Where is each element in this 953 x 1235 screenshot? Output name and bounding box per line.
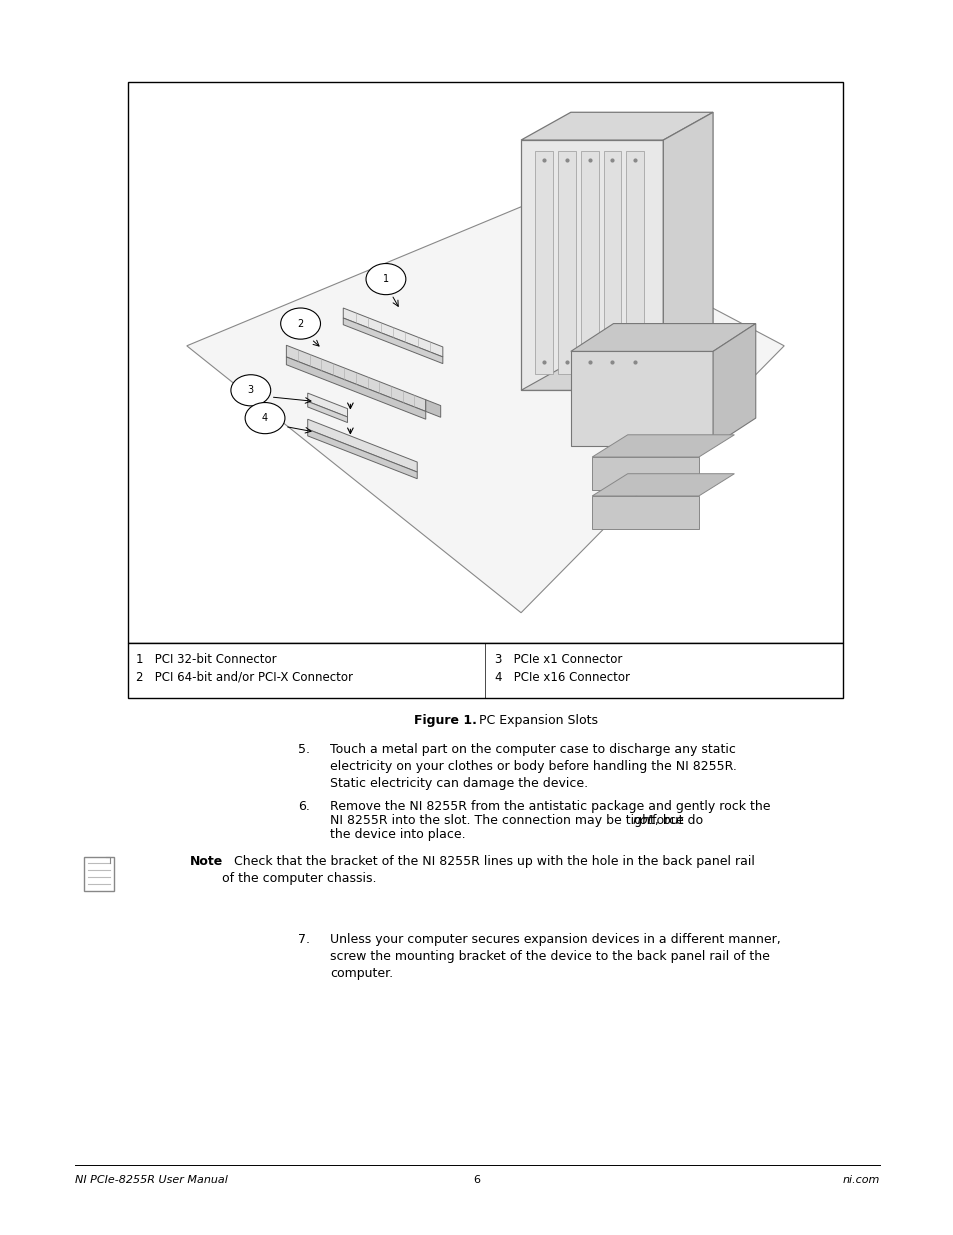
Circle shape: [231, 374, 271, 406]
Text: 3   PCIe x1 Connector: 3 PCIe x1 Connector: [495, 653, 622, 666]
Polygon shape: [308, 401, 347, 422]
Text: NI 8255R into the slot. The connection may be tight, but do: NI 8255R into the slot. The connection m…: [330, 814, 706, 827]
Text: the device into place.: the device into place.: [330, 827, 465, 841]
Polygon shape: [592, 496, 699, 530]
Circle shape: [366, 263, 405, 295]
Bar: [535, 151, 553, 374]
Polygon shape: [570, 324, 755, 352]
Polygon shape: [308, 393, 347, 417]
Bar: [128, 82, 842, 643]
Polygon shape: [662, 112, 712, 390]
FancyBboxPatch shape: [84, 857, 113, 890]
Text: Unless your computer secures expansion devices in a different manner,
screw the : Unless your computer secures expansion d…: [330, 932, 780, 981]
Text: ni.com: ni.com: [841, 1174, 879, 1186]
Bar: [603, 151, 620, 374]
Bar: [558, 151, 576, 374]
Circle shape: [245, 403, 285, 433]
Polygon shape: [520, 112, 712, 140]
Text: 3: 3: [248, 385, 253, 395]
Polygon shape: [343, 319, 442, 363]
Text: 2: 2: [297, 319, 303, 329]
Text: Touch a metal part on the computer case to discharge any static
electricity on y: Touch a metal part on the computer case …: [330, 743, 736, 790]
Polygon shape: [592, 474, 734, 496]
Polygon shape: [308, 419, 416, 472]
Text: Note: Note: [190, 855, 223, 868]
Text: not: not: [633, 814, 653, 827]
Polygon shape: [592, 435, 734, 457]
Polygon shape: [308, 430, 416, 479]
Text: NI PCIe-8255R User Manual: NI PCIe-8255R User Manual: [75, 1174, 228, 1186]
Text: 1: 1: [382, 274, 389, 284]
Polygon shape: [592, 457, 699, 490]
Polygon shape: [286, 346, 425, 411]
Text: 6.: 6.: [297, 800, 310, 813]
Text: 4   PCIe x16 Connector: 4 PCIe x16 Connector: [495, 671, 630, 684]
Polygon shape: [520, 363, 712, 390]
Text: 5.: 5.: [297, 743, 310, 756]
Text: Figure 1.: Figure 1.: [414, 714, 476, 727]
Bar: [580, 151, 598, 374]
Circle shape: [280, 308, 320, 340]
Text: 6: 6: [473, 1174, 480, 1186]
Text: force: force: [647, 814, 683, 827]
Text: 4: 4: [262, 412, 268, 424]
Polygon shape: [425, 400, 440, 417]
Bar: [626, 151, 643, 374]
Text: 7.: 7.: [297, 932, 310, 946]
Bar: [128, 643, 842, 698]
Text: Remove the NI 8255R from the antistatic package and gently rock the: Remove the NI 8255R from the antistatic …: [330, 800, 770, 813]
Text: 2   PCI 64-bit and/or PCI-X Connector: 2 PCI 64-bit and/or PCI-X Connector: [136, 671, 353, 684]
Text: 1   PCI 32-bit Connector: 1 PCI 32-bit Connector: [136, 653, 276, 666]
Polygon shape: [570, 352, 712, 446]
Polygon shape: [187, 206, 783, 613]
Text: PC Expansion Slots: PC Expansion Slots: [478, 714, 598, 727]
Polygon shape: [343, 308, 442, 357]
Polygon shape: [520, 140, 662, 390]
Polygon shape: [286, 357, 425, 419]
Polygon shape: [712, 324, 755, 446]
Text: Check that the bracket of the NI 8255R lines up with the hole in the back panel : Check that the bracket of the NI 8255R l…: [222, 855, 754, 885]
